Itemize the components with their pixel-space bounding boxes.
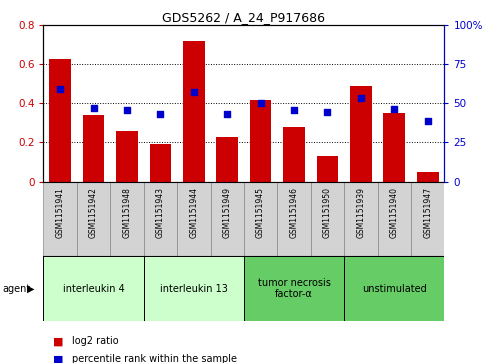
Point [223, 111, 231, 117]
Text: ▶: ▶ [27, 284, 34, 294]
Title: GDS5262 / A_24_P917686: GDS5262 / A_24_P917686 [162, 11, 326, 24]
Bar [283, 127, 305, 182]
Text: agent: agent [2, 284, 30, 294]
Text: tumor necrosis
factor-α: tumor necrosis factor-α [257, 278, 330, 299]
FancyBboxPatch shape [43, 256, 144, 321]
Bar [150, 144, 171, 182]
Point [324, 109, 331, 115]
FancyBboxPatch shape [77, 182, 110, 256]
Point [123, 107, 131, 113]
Bar [183, 41, 205, 182]
Text: percentile rank within the sample: percentile rank within the sample [72, 354, 238, 363]
Text: ■: ■ [53, 354, 64, 363]
Bar [417, 172, 439, 182]
Text: GSM1151941: GSM1151941 [56, 187, 65, 238]
Text: GSM1151942: GSM1151942 [89, 187, 98, 238]
Point [290, 107, 298, 113]
Point [424, 118, 431, 123]
FancyBboxPatch shape [244, 256, 344, 321]
FancyBboxPatch shape [144, 182, 177, 256]
Bar [250, 99, 271, 182]
Text: log2 ratio: log2 ratio [72, 336, 119, 346]
Text: GSM1151949: GSM1151949 [223, 187, 232, 238]
FancyBboxPatch shape [110, 182, 144, 256]
FancyBboxPatch shape [144, 256, 244, 321]
Text: interleukin 4: interleukin 4 [63, 284, 125, 294]
FancyBboxPatch shape [244, 182, 277, 256]
Text: unstimulated: unstimulated [362, 284, 426, 294]
FancyBboxPatch shape [311, 182, 344, 256]
Text: ■: ■ [53, 336, 64, 346]
Text: GSM1151944: GSM1151944 [189, 187, 199, 238]
Text: interleukin 13: interleukin 13 [160, 284, 228, 294]
Point [156, 111, 164, 117]
Point [357, 95, 365, 101]
Text: GSM1151943: GSM1151943 [156, 187, 165, 238]
Bar [316, 156, 338, 182]
Text: GSM1151946: GSM1151946 [289, 187, 298, 238]
Point [390, 106, 398, 112]
Point [57, 86, 64, 91]
Bar [49, 58, 71, 182]
Bar [216, 136, 238, 182]
FancyBboxPatch shape [344, 182, 378, 256]
Text: GSM1151948: GSM1151948 [123, 187, 131, 238]
Text: GSM1151945: GSM1151945 [256, 187, 265, 238]
FancyBboxPatch shape [411, 182, 444, 256]
FancyBboxPatch shape [277, 182, 311, 256]
Point [257, 100, 265, 106]
Point [90, 105, 98, 111]
FancyBboxPatch shape [378, 182, 411, 256]
FancyBboxPatch shape [177, 182, 211, 256]
FancyBboxPatch shape [43, 182, 77, 256]
Bar [83, 115, 104, 182]
Text: GSM1151940: GSM1151940 [390, 187, 399, 238]
FancyBboxPatch shape [211, 182, 244, 256]
Text: GSM1151947: GSM1151947 [423, 187, 432, 238]
Text: GSM1151939: GSM1151939 [356, 187, 365, 238]
FancyBboxPatch shape [344, 256, 444, 321]
Bar [384, 113, 405, 182]
Point [190, 89, 198, 95]
Bar [116, 131, 138, 182]
Bar [350, 86, 372, 182]
Text: GSM1151950: GSM1151950 [323, 187, 332, 238]
